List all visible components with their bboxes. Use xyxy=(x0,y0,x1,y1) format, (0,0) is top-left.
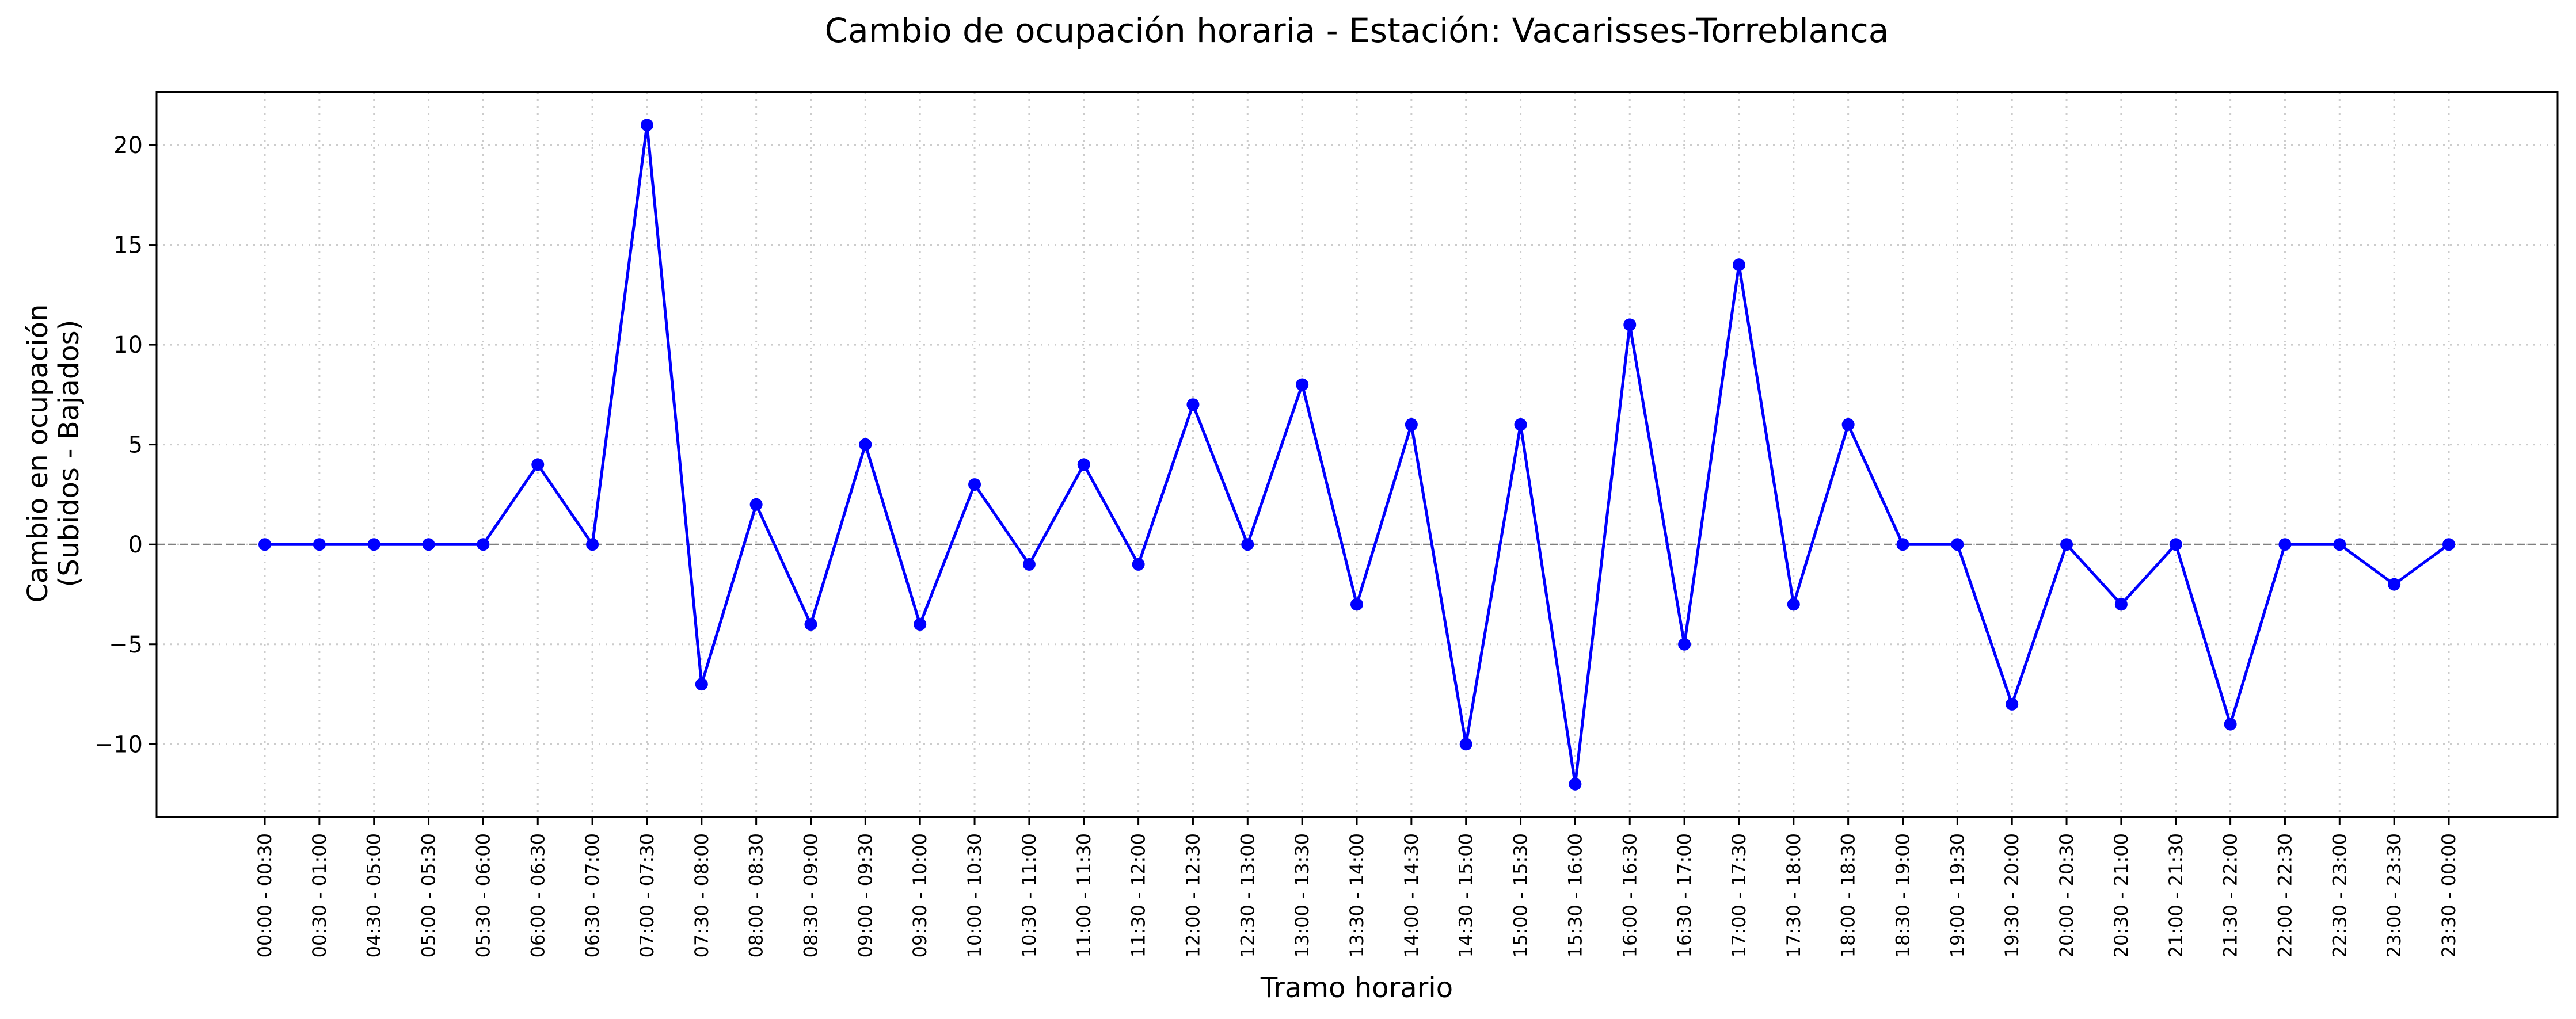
data-point xyxy=(1022,558,1036,571)
data-point xyxy=(2224,718,2237,731)
data-point xyxy=(1077,458,1090,471)
data-point xyxy=(422,538,435,551)
data-point xyxy=(2442,538,2455,551)
x-tick-label: 07:00 - 07:30 xyxy=(636,833,658,957)
x-tick-label: 16:00 - 16:30 xyxy=(1619,833,1641,957)
y-tick-label: 5 xyxy=(128,432,143,459)
x-tick-label: 12:30 - 13:00 xyxy=(1236,833,1258,957)
x-tick-label: 22:00 - 22:30 xyxy=(2274,833,2296,957)
x-axis-label: Tramo horario xyxy=(1260,972,1453,1004)
data-point xyxy=(1623,318,1637,331)
x-tick-label: 21:00 - 21:30 xyxy=(2165,833,2187,957)
x-tick-label: 18:00 - 18:30 xyxy=(1837,833,1859,957)
data-point xyxy=(2114,598,2128,611)
data-point xyxy=(859,438,872,451)
data-point xyxy=(1350,598,1363,611)
x-tick-label: 08:30 - 09:00 xyxy=(800,833,822,957)
y-axis-label: Cambio en ocupación (Subidos - Bajados) xyxy=(22,304,85,603)
x-tick-label: 06:30 - 07:00 xyxy=(581,833,603,957)
data-point xyxy=(968,478,981,491)
data-point xyxy=(1296,378,1309,391)
y-tick-label: 20 xyxy=(113,132,143,159)
data-point xyxy=(1459,738,1472,751)
x-tick-label: 13:30 - 14:00 xyxy=(1346,833,1368,957)
x-tick-label: 23:30 - 00:00 xyxy=(2438,833,2460,957)
x-tick-label: 21:30 - 22:00 xyxy=(2220,833,2242,957)
y-tick-label: 0 xyxy=(128,532,143,558)
x-tick-label: 19:00 - 19:30 xyxy=(1946,833,1968,957)
data-point xyxy=(1132,558,1145,571)
x-tick-label: 05:00 - 05:30 xyxy=(418,833,440,957)
x-tick-label: 14:30 - 15:00 xyxy=(1455,833,1477,957)
x-tick-label: 18:30 - 19:00 xyxy=(1892,833,1914,957)
x-axis: 00:00 - 00:30 00:30 - 01:00 04:30 - 05:00 0… xyxy=(254,817,2460,957)
x-tick-label: 09:30 - 10:00 xyxy=(909,833,931,957)
data-point xyxy=(531,458,545,471)
data-point xyxy=(2006,697,2019,711)
data-point xyxy=(1241,538,1254,551)
y-axis-label-line-1: Cambio en ocupación xyxy=(22,304,54,603)
x-tick-label: 16:30 - 17:00 xyxy=(1673,833,1695,957)
x-tick-label: 06:00 - 06:30 xyxy=(527,833,549,957)
data-point xyxy=(1951,538,1964,551)
x-tick-label: 14:00 - 14:30 xyxy=(1401,833,1422,957)
x-tick-label: 09:00 - 09:30 xyxy=(854,833,876,957)
x-tick-label: 20:30 - 21:00 xyxy=(2110,833,2132,957)
x-tick-label: 05:30 - 06:00 xyxy=(472,833,494,957)
y-axis-label-line-2: (Subidos - Bajados) xyxy=(53,320,85,587)
x-tick-label: 15:30 - 16:00 xyxy=(1564,833,1586,957)
x-tick-label: 00:30 - 01:00 xyxy=(309,833,330,957)
data-point xyxy=(367,538,380,551)
chart-title: Cambio de ocupación horaria - Estación: … xyxy=(825,11,1889,50)
x-tick-label: 23:00 - 23:30 xyxy=(2383,833,2405,957)
data-point xyxy=(2388,578,2401,591)
x-tick-label: 10:30 - 11:00 xyxy=(1018,833,1040,957)
data-point xyxy=(586,538,599,551)
x-tick-label: 12:00 - 12:30 xyxy=(1182,833,1204,957)
x-tick-label: 20:00 - 20:30 xyxy=(2056,833,2077,957)
y-axis: −10 −5 0 5 10 15 20 xyxy=(94,132,157,758)
x-tick-label: 17:30 - 18:00 xyxy=(1783,833,1805,957)
x-tick-label: 11:00 - 11:30 xyxy=(1073,833,1095,957)
data-point xyxy=(1514,418,1527,431)
data-point xyxy=(1186,398,1200,411)
series xyxy=(258,119,2455,791)
data-point xyxy=(1678,638,1691,651)
data-point xyxy=(1841,418,1855,431)
data-point xyxy=(749,498,763,511)
x-tick-label: 19:30 - 20:00 xyxy=(2001,833,2023,957)
y-tick-label: −10 xyxy=(94,731,143,758)
x-tick-label: 15:00 - 15:30 xyxy=(1510,833,1532,957)
data-point xyxy=(313,538,326,551)
data-point xyxy=(1787,598,1800,611)
y-tick-label: −5 xyxy=(109,632,143,658)
data-point xyxy=(2060,538,2073,551)
data-point xyxy=(477,538,490,551)
data-point xyxy=(2278,538,2292,551)
x-tick-label: 11:30 - 12:00 xyxy=(1128,833,1150,957)
data-point xyxy=(804,618,817,631)
data-point xyxy=(640,119,653,132)
data-point xyxy=(1732,258,1745,272)
data-point xyxy=(1569,777,1582,791)
data-point xyxy=(1896,538,1909,551)
y-tick-label: 15 xyxy=(113,232,143,259)
x-tick-label: 07:30 - 08:00 xyxy=(691,833,713,957)
data-point xyxy=(1405,418,1418,431)
data-point xyxy=(914,618,927,631)
x-tick-label: 04:30 - 05:00 xyxy=(363,833,385,957)
x-tick-label: 13:00 - 13:30 xyxy=(1291,833,1313,957)
data-point xyxy=(2333,538,2346,551)
x-tick-label: 10:00 - 10:30 xyxy=(964,833,985,957)
x-tick-label: 22:30 - 23:00 xyxy=(2328,833,2350,957)
y-tick-label: 10 xyxy=(113,332,143,358)
x-tick-label: 17:00 - 17:30 xyxy=(1728,833,1750,957)
data-point xyxy=(2169,538,2182,551)
x-tick-label: 08:00 - 08:30 xyxy=(745,833,767,957)
data-point xyxy=(258,538,271,551)
x-tick-label: 00:00 - 00:30 xyxy=(254,833,276,957)
data-point xyxy=(695,678,708,691)
